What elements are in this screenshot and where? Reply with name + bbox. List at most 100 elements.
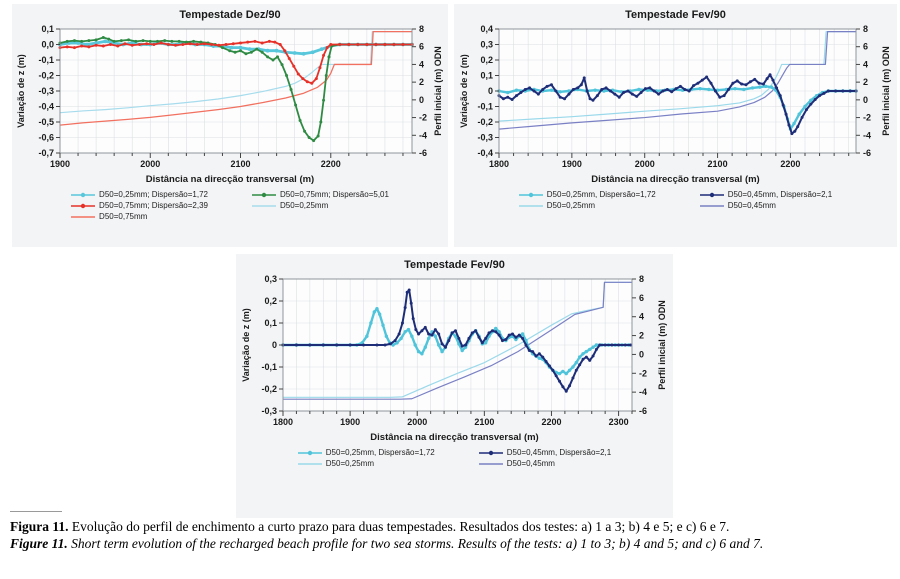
svg-text:-0,1: -0,1	[477, 102, 493, 112]
chart-b-canvas: 1800 1900 2000 2100 2200 0,4 0,3 0,2 0,1 0 -0,1 -0,…	[454, 23, 897, 173]
svg-text:2300: 2300	[609, 417, 629, 427]
legend-column: D50=0,45mm, Dispersão=2,1 D50=0,45mm	[699, 190, 833, 210]
legend-swatch	[699, 204, 724, 207]
svg-text:0: 0	[272, 340, 277, 350]
svg-text:0,1: 0,1	[264, 318, 277, 328]
legend-swatch	[71, 203, 96, 208]
svg-text:8: 8	[863, 24, 868, 34]
svg-text:-0,5: -0,5	[38, 117, 54, 127]
legend-swatch	[478, 462, 503, 465]
legend-label: D50=0,25mm	[325, 459, 375, 468]
svg-text:0,3: 0,3	[264, 274, 277, 284]
series-4	[58, 39, 414, 85]
legend-item: D50=0,25mm; Dispersão=1,72	[71, 190, 208, 199]
caption-en: Figure 11. Short term evolution of the r…	[10, 536, 764, 551]
chart-a-title: Tempestade Dez/90	[179, 9, 281, 21]
svg-text:-0,6: -0,6	[38, 133, 54, 143]
legend-swatch	[518, 204, 543, 207]
figure-label-en: Figure 11.	[10, 536, 68, 551]
axis-ticks	[56, 28, 416, 158]
axis-tick-labels: 1800 1900 2000 2100 2200 2300 0,3 0,2 0,1 0 -0,1 -0…	[261, 274, 647, 427]
chart-a-canvas: 1900 2000 2100 2200 0,1 0,0 -0,1 -0,2 -0,3 -0,4 -0…	[12, 23, 448, 173]
legend-label: D50=0,45mm	[506, 459, 555, 468]
plot-svg: 1800 1900 2000 2100 2200 0,4 0,3 0,2 0,1 0 -0,1 -0,…	[459, 24, 891, 169]
chart-b-legend: D50=0,25mm, Dispersão=1,72 D50=0,25mm D50=…	[454, 190, 897, 210]
legend-column: D50=0,25mm, Dispersão=1,72 D50=0,25mm	[297, 448, 435, 468]
legend-column: D50=0,75mm; Dispersão=5,01 D50=0,25mm	[252, 190, 389, 221]
svg-text:0,2: 0,2	[264, 296, 277, 306]
svg-text:-6: -6	[419, 148, 427, 158]
axis-tick-labels: 1800 1900 2000 2100 2200 0,4 0,3 0,2 0,1 0 -0,1 -0,…	[477, 24, 871, 169]
y-axis-label-right: Perfil inicial (m) ODN	[881, 46, 891, 136]
svg-text:2200: 2200	[780, 159, 800, 169]
svg-text:6: 6	[419, 42, 424, 52]
svg-text:4: 4	[639, 312, 644, 322]
svg-text:-0,3: -0,3	[477, 133, 493, 143]
svg-text:1800: 1800	[273, 417, 293, 427]
legend-swatch	[252, 204, 276, 207]
legend-swatch	[297, 462, 322, 465]
svg-text:-0,2: -0,2	[477, 117, 493, 127]
svg-text:-0,4: -0,4	[38, 102, 54, 112]
legend-swatch	[518, 192, 543, 197]
svg-text:-6: -6	[863, 148, 871, 158]
svg-text:-2: -2	[639, 368, 647, 378]
svg-text:0,2: 0,2	[480, 55, 493, 65]
legend-item: D50=0,25mm, Dispersão=1,72	[518, 190, 656, 199]
svg-text:4: 4	[419, 59, 424, 69]
legend-item: D50=0,25mm, Dispersão=1,72	[297, 448, 435, 457]
svg-text:0,1: 0,1	[41, 24, 54, 34]
svg-text:-0,4: -0,4	[477, 148, 493, 158]
svg-text:2000: 2000	[140, 159, 160, 169]
svg-text:-2: -2	[419, 113, 427, 123]
svg-text:2200: 2200	[321, 159, 341, 169]
svg-text:2100: 2100	[474, 417, 494, 427]
svg-text:0: 0	[639, 349, 644, 359]
chart-a-xlabel: Distância na direcção transversal (m)	[145, 174, 315, 185]
svg-text:1800: 1800	[489, 159, 509, 169]
caption-rule	[10, 511, 62, 512]
chart-c-title: Tempestade Fev/90	[404, 259, 505, 271]
chart-b-xlabel: Distância na direcção transversal (m)	[591, 174, 760, 185]
svg-text:0,4: 0,4	[480, 24, 493, 34]
plot-svg: 1900 2000 2100 2200 0,1 0,0 -0,1 -0,2 -0,3 -0,4 -0…	[16, 24, 443, 169]
legend-label: D50=0,25mm	[546, 201, 596, 210]
series-1	[283, 281, 632, 400]
chart-panel-a: Tempestade Dez/90 1900 2000 2100 2200 0,1 0,0…	[12, 4, 448, 247]
legend-item: D50=0,75mm; Dispersão=2,39	[71, 201, 208, 210]
svg-text:0,1: 0,1	[480, 71, 493, 81]
svg-text:2: 2	[639, 331, 644, 341]
svg-text:2000: 2000	[407, 417, 427, 427]
y-axis-label-right: Perfil inicial (m) ODN	[433, 46, 443, 136]
svg-text:0: 0	[419, 95, 424, 105]
legend-label: D50=0,75mm; Dispersão=2,39	[99, 201, 208, 210]
svg-text:8: 8	[419, 24, 424, 34]
legend-item: D50=0,75mm; Dispersão=5,01	[252, 190, 389, 199]
gridlines	[59, 28, 412, 154]
axis-ticks	[495, 28, 860, 158]
svg-text:0,0: 0,0	[41, 40, 54, 50]
legend-swatch	[252, 192, 276, 197]
legend-swatch	[699, 192, 724, 197]
svg-text:1900: 1900	[340, 417, 360, 427]
series-3	[497, 73, 858, 136]
legend-item: D50=0,25mm	[297, 459, 375, 468]
chart-c-canvas: 1800 1900 2000 2100 2200 2300 0,3 0,2 0,1 0 -0,1 -0…	[236, 273, 673, 431]
series-1	[498, 31, 856, 130]
svg-text:6: 6	[639, 293, 644, 303]
svg-text:-0,2: -0,2	[261, 384, 277, 394]
legend-swatch	[71, 192, 96, 197]
svg-text:1900: 1900	[50, 159, 70, 169]
svg-text:2: 2	[419, 77, 424, 87]
legend-label: D50=0,25mm	[280, 201, 329, 210]
chart-a-legend: D50=0,25mm; Dispersão=1,72 D50=0,75mm; Di…	[12, 190, 448, 221]
svg-text:2200: 2200	[541, 417, 561, 427]
svg-text:-2: -2	[863, 113, 871, 123]
legend-item: D50=0,45mm, Dispersão=2,1	[478, 448, 611, 457]
series-1	[59, 31, 412, 126]
legend-item: D50=0,75mm	[71, 212, 147, 221]
legend-label: D50=0,45mm, Dispersão=2,1	[727, 190, 833, 199]
y-axis-label-left: Variação de z (m)	[241, 308, 251, 382]
svg-text:-4: -4	[639, 387, 647, 397]
legend-item: D50=0,45mm, Dispersão=2,1	[699, 190, 833, 199]
